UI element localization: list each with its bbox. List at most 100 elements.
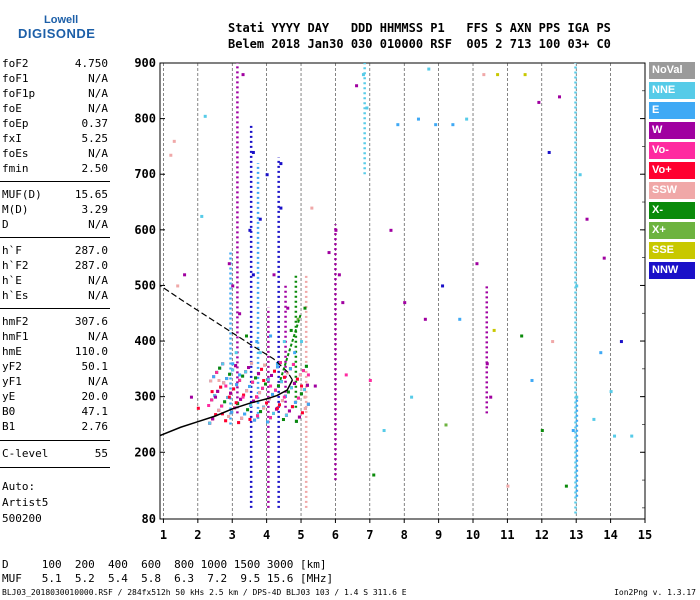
echo-point: [262, 378, 266, 382]
echo-point: [207, 404, 211, 407]
header-fields: Stati YYYY DAY DDD HHMMSS P1 FFS S AXN P…: [228, 21, 611, 35]
param-foe: foE N/A: [2, 102, 108, 117]
x-trace: [279, 312, 302, 381]
param-key: hmF1: [2, 330, 29, 343]
lowell-digisonde-logo: Lowell DIGISONDE: [2, 4, 152, 50]
param-divider: [0, 440, 110, 441]
echo-point: [224, 384, 228, 388]
param-value: N/A: [88, 147, 108, 160]
param-value: N/A: [88, 289, 108, 302]
echo-point: [227, 262, 231, 266]
echo-point: [506, 484, 510, 488]
param-key: foEs: [2, 147, 29, 160]
param-key: M(D): [2, 203, 29, 216]
param-key: hmF2: [2, 315, 29, 328]
echo-point: [244, 370, 248, 374]
echo-point: [310, 206, 314, 210]
echo-point: [389, 228, 393, 232]
echo-point: [217, 408, 221, 412]
echo-point: [255, 395, 259, 399]
param-value: N/A: [88, 330, 108, 343]
echo-point: [299, 392, 303, 396]
param-yf1: yF1 N/A: [2, 375, 108, 390]
param-value: 0.37: [81, 117, 109, 130]
echo-point: [238, 312, 242, 316]
echo-point: [558, 95, 562, 99]
logo-line2: DIGISONDE: [18, 26, 96, 41]
param-value: N/A: [88, 87, 108, 100]
echo-point: [189, 395, 193, 399]
x-tick-label: 4: [263, 528, 270, 542]
echo-point: [269, 416, 273, 420]
echo-point: [211, 417, 215, 421]
echo-point: [266, 420, 270, 424]
echo-point: [520, 334, 524, 338]
echo-point: [230, 410, 234, 414]
echo-point: [300, 340, 304, 344]
echo-point: [272, 273, 276, 277]
param-key: foE: [2, 102, 22, 115]
x-tick-label: 6: [332, 528, 339, 542]
echo-point: [235, 383, 239, 387]
echo-point: [250, 361, 254, 365]
echo-point: [282, 340, 286, 344]
echo-point: [578, 173, 582, 177]
echo-point: [210, 390, 214, 394]
x-tick-label: 14: [603, 528, 617, 542]
param-fof2: foF2 4.750: [2, 57, 108, 72]
param-key: yF1: [2, 375, 22, 388]
echo-point: [444, 423, 448, 427]
echo-point: [434, 123, 438, 127]
muf-value-row: MUF 5.1 5.2 5.4 5.8 6.3 7.2 9.5 15.6 [MH…: [2, 572, 334, 585]
echo-point: [213, 394, 217, 398]
echo-point: [237, 421, 241, 425]
echo-point: [227, 414, 231, 418]
echo-point: [247, 366, 251, 370]
echo-point: [361, 73, 365, 77]
echo-point: [234, 351, 238, 355]
echo-point: [251, 150, 255, 154]
echo-point: [227, 395, 231, 399]
echo-point: [585, 217, 589, 221]
echo-point: [619, 340, 623, 344]
echo-point: [256, 414, 260, 418]
echo-point: [269, 334, 273, 338]
echo-point: [489, 395, 493, 399]
param-value: 2.50: [81, 162, 109, 175]
echo-point: [492, 328, 496, 332]
echo-point: [248, 417, 252, 421]
param-value: 287.0: [74, 244, 108, 257]
param-divider: [0, 237, 110, 238]
echo-point: [285, 371, 289, 375]
param-key: hmE: [2, 345, 22, 358]
echo-point: [313, 384, 317, 388]
legend-nnw: NNW: [649, 262, 695, 279]
echo-point: [260, 367, 264, 371]
echo-point: [218, 366, 222, 370]
param-key: fxI: [2, 132, 22, 145]
echo-point: [403, 301, 407, 305]
echo-point: [241, 374, 245, 378]
echo-point: [223, 400, 227, 404]
y-tick-label: 80: [142, 512, 156, 526]
param-d: D N/A: [2, 218, 108, 233]
echo-point: [300, 411, 304, 415]
echo-point: [282, 375, 286, 379]
param-value: 47.1: [81, 405, 109, 418]
echo-point: [270, 373, 274, 377]
echo-point: [276, 384, 280, 388]
x-tick-label: 1: [160, 528, 167, 542]
echo-point: [215, 370, 219, 374]
echo-point: [482, 73, 486, 77]
echo-point: [303, 407, 307, 411]
echo-point: [281, 418, 285, 422]
profile-curve-solid: [159, 379, 294, 437]
legend-noval: NoVal: [649, 62, 695, 79]
echo-point: [234, 364, 238, 368]
echo-point: [441, 284, 445, 288]
echo-point: [275, 406, 279, 410]
echo-point: [214, 395, 218, 399]
file-info-footer: BLJ03_2018030010000.RSF / 284fx512h 50 k…: [2, 588, 407, 597]
echo-point: [294, 419, 298, 423]
param-key: B0: [2, 405, 16, 418]
